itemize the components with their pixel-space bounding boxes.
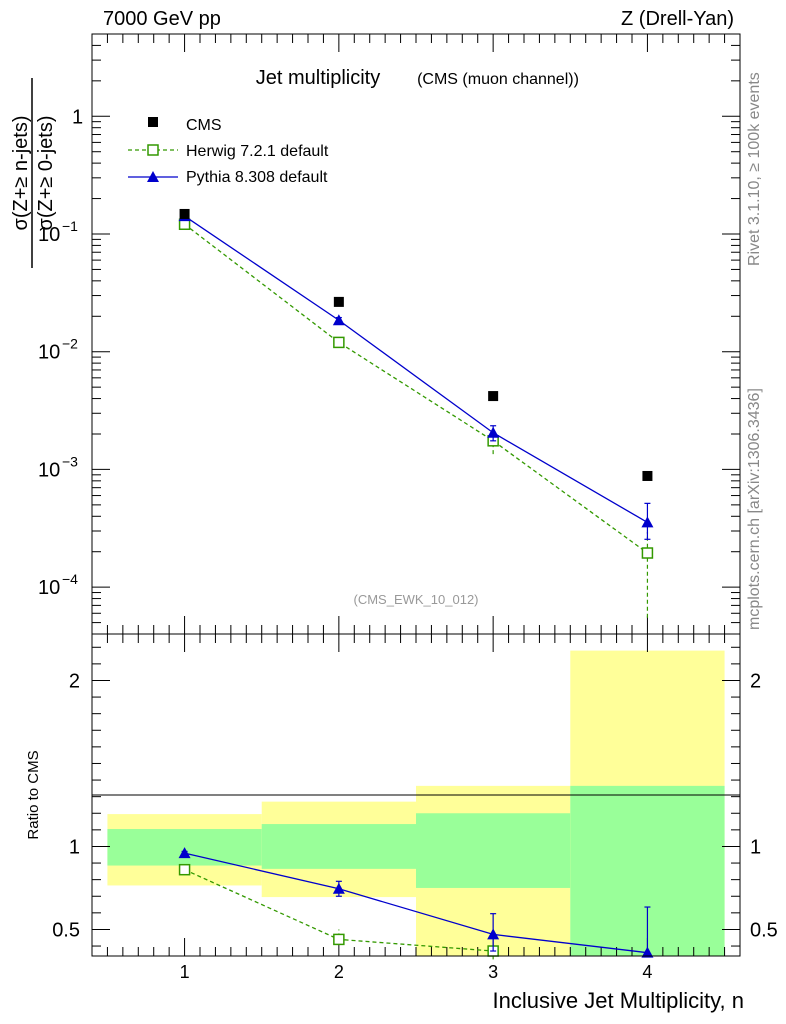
main-y-tick-exponent: −2 [62,336,78,352]
ratio-y-tick-label: 0.5 [52,919,80,941]
x-tick-label: 3 [488,962,498,982]
x-axis-title: Inclusive Jet Multiplicity, n [493,988,744,1013]
legend-pythia-label: Pythia 8.308 default [186,169,328,186]
ratio-y-tick-label-right: 1 [750,836,761,858]
cms-point [488,391,499,402]
ratio-y-tick-label: 1 [69,836,80,858]
main-y-tick-label: 10 [38,459,60,481]
cms-point [642,470,653,481]
main-ylabel-numerator: σ(Z+≥ n-jets) [10,116,32,231]
legend-cms-marker [148,117,158,127]
analysis-label: (CMS_EWK_10_012) [354,592,479,607]
ratio-y-tick-label-right: 2 [750,670,761,692]
ratio-y-tick-label-right: 0.5 [750,919,778,941]
main-ylabel-denominator: σ(Z+≥ 0-jets) [35,116,57,231]
main-y-tick-exponent: −4 [62,571,78,587]
main-y-tick-label: 1 [72,106,83,128]
ratio-frame [91,633,741,957]
main-y-axis-title: σ(Z+≥ n-jets) σ(Z+≥ 0-jets) [10,78,57,268]
main-panel: Jet multiplicity (CMS (muon channel)) (C… [38,33,741,635]
legend: CMS Herwig 7.2.1 default Pythia 8.308 de… [128,117,329,186]
legend-pythia-marker [147,171,159,182]
ratio-pythia-point [487,928,500,940]
ratio-pythia-point [178,847,191,859]
main-y-tick-exponent: −1 [62,218,78,234]
ratio-uncertainty-bands [107,650,725,956]
main-y-tick-label: 10 [38,342,60,364]
ratio-plot-area [178,847,654,960]
main-y-tick-label: 10 [38,224,60,246]
main-plot-area [178,208,654,618]
ratio-pythia-point [332,882,345,894]
herwig-line [184,223,648,554]
ratio-panel: 0.5 0.5 1 1 2 2 Ratio to CMS 1 2 3 4 Inclusive J… [25,633,778,1013]
legend-cms-label: CMS [186,117,222,134]
ratio-pythia-point [641,946,654,958]
herwig-point [641,547,654,559]
cms-point [179,208,190,219]
energy-label: 7000 GeV pp [103,8,221,30]
main-y-tick-exponent: −3 [62,453,78,469]
x-tick-label: 2 [334,962,344,982]
pythia-line [184,215,648,523]
pythia-point [641,516,654,528]
herwig-point [333,336,345,349]
main-title: Jet multiplicity [256,67,380,89]
main-axis-ticks [92,33,740,635]
x-tick-labels: 1 2 3 4 [180,962,653,982]
pythia-point [332,314,345,326]
ratio-herwig-point [333,933,345,946]
main-y-tick-labels: 110−110−210−310−4 [38,106,83,599]
ratio-axis-ticks [92,634,740,956]
main-y-tick-label: 10 [38,577,60,599]
legend-herwig-label: Herwig 7.2.1 default [186,143,329,160]
ratio-y-tick-labels: 0.5 0.5 1 1 2 2 [52,670,778,941]
cms-point [333,296,344,307]
ratio-pythia-line [184,852,648,954]
ratio-band-green [261,824,416,869]
legend-herwig-marker [147,144,159,156]
x-tick-label: 4 [642,962,652,982]
pythia-point [487,426,500,438]
process-label: Z (Drell-Yan) [621,8,734,30]
ratio-y-tick-label: 2 [69,670,80,692]
ratio-ylabel: Ratio to CMS [25,750,42,839]
x-tick-label: 1 [180,962,190,982]
ratio-herwig-point [178,863,191,876]
ratio-band-green [416,813,571,888]
main-subtitle: (CMS (muon channel)) [417,71,579,88]
